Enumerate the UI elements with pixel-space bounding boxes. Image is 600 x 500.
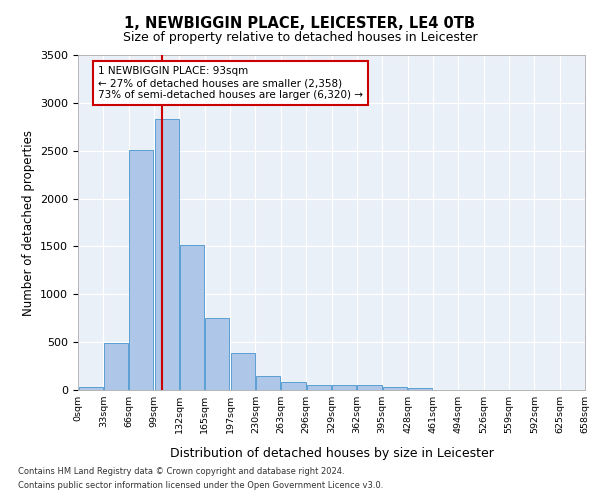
- Bar: [180, 246, 204, 390]
- Bar: [281, 382, 305, 390]
- X-axis label: Distribution of detached houses by size in Leicester: Distribution of detached houses by size …: [170, 447, 493, 460]
- Bar: [408, 388, 432, 390]
- Text: Size of property relative to detached houses in Leicester: Size of property relative to detached ho…: [122, 31, 478, 44]
- Bar: [256, 376, 280, 390]
- Bar: [205, 318, 229, 390]
- Bar: [332, 385, 356, 390]
- Text: Contains HM Land Registry data © Crown copyright and database right 2024.: Contains HM Land Registry data © Crown c…: [18, 467, 344, 476]
- Text: 1, NEWBIGGIN PLACE, LEICESTER, LE4 0TB: 1, NEWBIGGIN PLACE, LEICESTER, LE4 0TB: [125, 16, 476, 31]
- Bar: [130, 150, 154, 390]
- Bar: [307, 384, 331, 390]
- Text: 1 NEWBIGGIN PLACE: 93sqm
← 27% of detached houses are smaller (2,358)
73% of sem: 1 NEWBIGGIN PLACE: 93sqm ← 27% of detach…: [98, 66, 363, 100]
- Bar: [155, 119, 179, 390]
- Bar: [231, 352, 255, 390]
- Text: Contains public sector information licensed under the Open Government Licence v3: Contains public sector information licen…: [18, 481, 383, 490]
- Bar: [358, 385, 382, 390]
- Y-axis label: Number of detached properties: Number of detached properties: [22, 130, 35, 316]
- Bar: [383, 386, 407, 390]
- Bar: [79, 387, 103, 390]
- Bar: [104, 343, 128, 390]
